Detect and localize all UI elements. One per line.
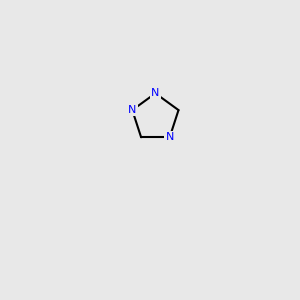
Text: N: N	[166, 132, 174, 142]
Text: N: N	[151, 88, 160, 98]
Text: N: N	[128, 105, 136, 115]
